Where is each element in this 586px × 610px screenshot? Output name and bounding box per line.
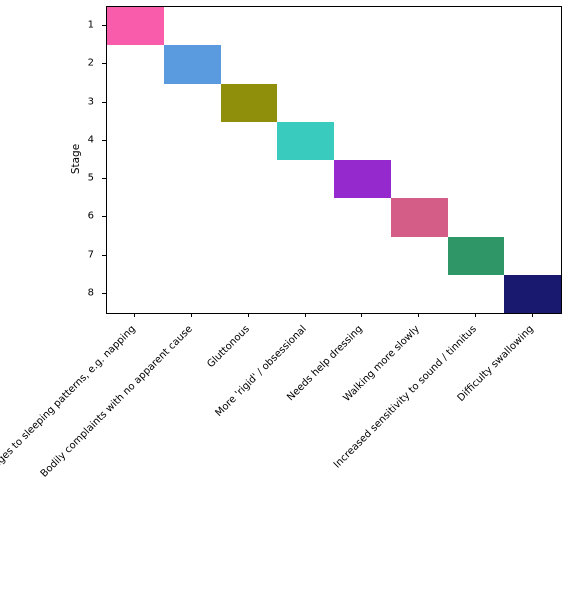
xtick-label: Gluttonous: [205, 324, 252, 371]
ytick-label: 3: [0, 96, 94, 107]
xtick-mark: [361, 313, 362, 317]
ytick-label: 7: [0, 249, 94, 260]
heatmap-cell: [164, 45, 221, 83]
ytick-mark: [102, 216, 106, 217]
ytick-label: 2: [0, 58, 94, 69]
xtick-mark: [191, 313, 192, 317]
ytick-label: 4: [0, 134, 94, 145]
heatmap-cell: [448, 237, 505, 275]
ytick-mark: [102, 255, 106, 256]
xtick-label: More 'rigid' / obsessional: [213, 324, 308, 419]
heatmap-cell: [277, 122, 334, 160]
heatmap-cell: [391, 198, 448, 236]
ytick-label: 6: [0, 211, 94, 222]
heatmap-cell: [334, 160, 391, 198]
xtick-mark: [475, 313, 476, 317]
y-axis-label: Stage: [70, 144, 82, 174]
xtick-mark: [532, 313, 533, 317]
heatmap-cell: [107, 7, 164, 45]
ytick-mark: [102, 102, 106, 103]
ytick-mark: [102, 25, 106, 26]
xtick-mark: [305, 313, 306, 317]
ytick-label: 5: [0, 173, 94, 184]
ytick-mark: [102, 140, 106, 141]
ytick-mark: [102, 293, 106, 294]
heatmap-cell: [504, 275, 561, 313]
xtick-mark: [134, 313, 135, 317]
xtick-mark: [248, 313, 249, 317]
ytick-mark: [102, 178, 106, 179]
ytick-label: 8: [0, 287, 94, 298]
xtick-mark: [418, 313, 419, 317]
ytick-label: 1: [0, 20, 94, 31]
plot-area: [106, 6, 562, 314]
heatmap-cell: [221, 84, 278, 122]
ytick-mark: [102, 63, 106, 64]
stage-heatmap-chart: Stage 12345678Changes to sleeping patter…: [0, 0, 586, 610]
